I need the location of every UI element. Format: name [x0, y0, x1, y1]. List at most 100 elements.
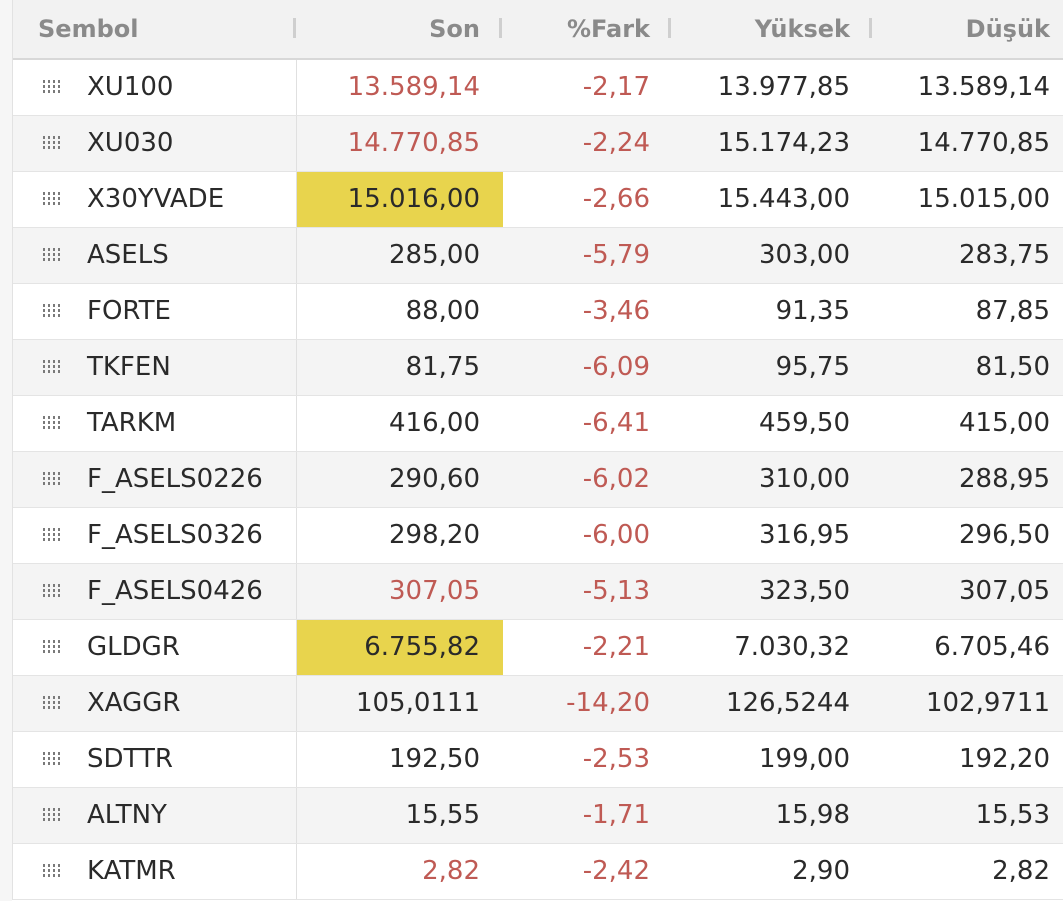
last-price-cell: 13.589,14 [347, 72, 480, 102]
column-divider [296, 732, 297, 787]
column-divider [296, 508, 297, 563]
change-percent-cell: -14,20 [566, 688, 650, 718]
column-divider [296, 60, 297, 115]
drag-handle-icon[interactable] [43, 808, 65, 822]
column-resize-handle[interactable] [293, 18, 296, 38]
high-cell: 7.030,32 [734, 632, 850, 662]
low-cell: 102,9711 [925, 688, 1050, 718]
high-cell: 91,35 [775, 296, 850, 326]
low-cell: 87,85 [975, 296, 1050, 326]
drag-handle-icon[interactable] [43, 640, 65, 654]
column-resize-handle[interactable] [668, 18, 671, 38]
table-row[interactable]: SDTTR 192,50 -2,53 199,00 192,20 [13, 732, 1063, 788]
table-row[interactable]: KATMR 2,82 -2,42 2,90 2,82 [13, 844, 1063, 900]
high-cell: 2,90 [792, 856, 850, 886]
drag-handle-icon[interactable] [43, 192, 65, 206]
table-row[interactable]: XU100 13.589,14 -2,17 13.977,85 13.589,14 [13, 60, 1063, 116]
symbol-cell: XAGGR [87, 688, 181, 718]
high-cell: 126,5244 [725, 688, 850, 718]
change-percent-cell: -6,00 [582, 520, 650, 550]
high-cell: 95,75 [775, 352, 850, 382]
high-cell: 15.443,00 [717, 184, 850, 214]
change-percent-cell: -2,42 [582, 856, 650, 886]
low-cell: 307,05 [959, 576, 1050, 606]
change-percent-cell: -6,02 [582, 464, 650, 494]
column-header-change[interactable]: %Fark [566, 15, 650, 43]
last-price-cell: 6.755,82 [297, 620, 503, 675]
table-row[interactable]: F_ASELS0426 307,05 -5,13 323,50 307,05 [13, 564, 1063, 620]
column-divider [296, 620, 297, 675]
low-cell: 15.015,00 [917, 184, 1050, 214]
change-percent-cell: -2,66 [582, 184, 650, 214]
last-price-cell: 298,20 [389, 520, 480, 550]
change-percent-cell: -5,79 [582, 240, 650, 270]
column-resize-handle[interactable] [869, 18, 872, 38]
column-divider [296, 340, 297, 395]
table-row[interactable]: F_ASELS0226 290,60 -6,02 310,00 288,95 [13, 452, 1063, 508]
drag-handle-icon[interactable] [43, 80, 65, 94]
last-price-cell: 14.770,85 [347, 128, 480, 158]
table-row[interactable]: X30YVADE 15.016,00 -2,66 15.443,00 15.015,00 [13, 172, 1063, 228]
low-cell: 15,53 [975, 800, 1050, 830]
table-row[interactable]: TKFEN 81,75 -6,09 95,75 81,50 [13, 340, 1063, 396]
column-header-last[interactable]: Son [429, 15, 480, 43]
column-header-high[interactable]: Yüksek [754, 15, 850, 43]
table-row[interactable]: GLDGR 6.755,82 -2,21 7.030,32 6.705,46 [13, 620, 1063, 676]
low-cell: 13.589,14 [917, 72, 1050, 102]
table-row[interactable]: FORTE 88,00 -3,46 91,35 87,85 [13, 284, 1063, 340]
last-price-cell: 285,00 [389, 240, 480, 270]
drag-handle-icon[interactable] [43, 584, 65, 598]
change-percent-cell: -2,24 [582, 128, 650, 158]
symbol-cell: XU100 [87, 72, 174, 102]
last-price-cell: 105,0111 [355, 688, 480, 718]
drag-handle-icon[interactable] [43, 864, 65, 878]
table-row[interactable]: TARKM 416,00 -6,41 459,50 415,00 [13, 396, 1063, 452]
symbol-cell: KATMR [87, 856, 176, 886]
drag-handle-icon[interactable] [43, 528, 65, 542]
drag-handle-icon[interactable] [43, 304, 65, 318]
high-cell: 199,00 [759, 744, 850, 774]
symbol-cell: FORTE [87, 296, 171, 326]
low-cell: 81,50 [975, 352, 1050, 382]
table-row[interactable]: ALTNY 15,55 -1,71 15,98 15,53 [13, 788, 1063, 844]
symbol-cell: F_ASELS0426 [87, 576, 263, 606]
last-price-cell: 88,00 [405, 296, 480, 326]
table-row[interactable]: F_ASELS0326 298,20 -6,00 316,95 296,50 [13, 508, 1063, 564]
table-row[interactable]: XAGGR 105,0111 -14,20 126,5244 102,9711 [13, 676, 1063, 732]
low-cell: 192,20 [959, 744, 1050, 774]
table-row[interactable]: ASELS 285,00 -5,79 303,00 283,75 [13, 228, 1063, 284]
low-cell: 415,00 [959, 408, 1050, 438]
table-row[interactable]: XU030 14.770,85 -2,24 15.174,23 14.770,85 [13, 116, 1063, 172]
high-cell: 459,50 [759, 408, 850, 438]
drag-handle-icon[interactable] [43, 248, 65, 262]
low-cell: 14.770,85 [917, 128, 1050, 158]
column-divider [296, 228, 297, 283]
drag-handle-icon[interactable] [43, 472, 65, 486]
drag-handle-icon[interactable] [43, 360, 65, 374]
symbol-cell: ALTNY [87, 800, 167, 830]
table-body: XU100 13.589,14 -2,17 13.977,85 13.589,14 XU0… [13, 60, 1063, 900]
column-header-low[interactable]: Düşük [965, 15, 1050, 43]
drag-handle-icon[interactable] [43, 696, 65, 710]
drag-handle-icon[interactable] [43, 752, 65, 766]
symbol-cell: ASELS [87, 240, 169, 270]
high-cell: 310,00 [759, 464, 850, 494]
column-divider [296, 284, 297, 339]
low-cell: 2,82 [992, 856, 1050, 886]
low-cell: 288,95 [959, 464, 1050, 494]
column-divider [296, 676, 297, 731]
change-percent-cell: -5,13 [582, 576, 650, 606]
last-price-cell: 15.016,00 [297, 172, 503, 227]
change-percent-cell: -2,17 [582, 72, 650, 102]
change-percent-cell: -2,21 [582, 632, 650, 662]
symbol-cell: SDTTR [87, 744, 173, 774]
column-divider [296, 564, 297, 619]
symbol-cell: XU030 [87, 128, 174, 158]
column-header-symbol[interactable]: Sembol [38, 15, 139, 43]
drag-handle-icon[interactable] [43, 136, 65, 150]
high-cell: 15,98 [775, 800, 850, 830]
symbol-cell: GLDGR [87, 632, 180, 662]
drag-handle-icon[interactable] [43, 416, 65, 430]
column-resize-handle[interactable] [499, 18, 502, 38]
last-price-cell: 307,05 [389, 576, 480, 606]
